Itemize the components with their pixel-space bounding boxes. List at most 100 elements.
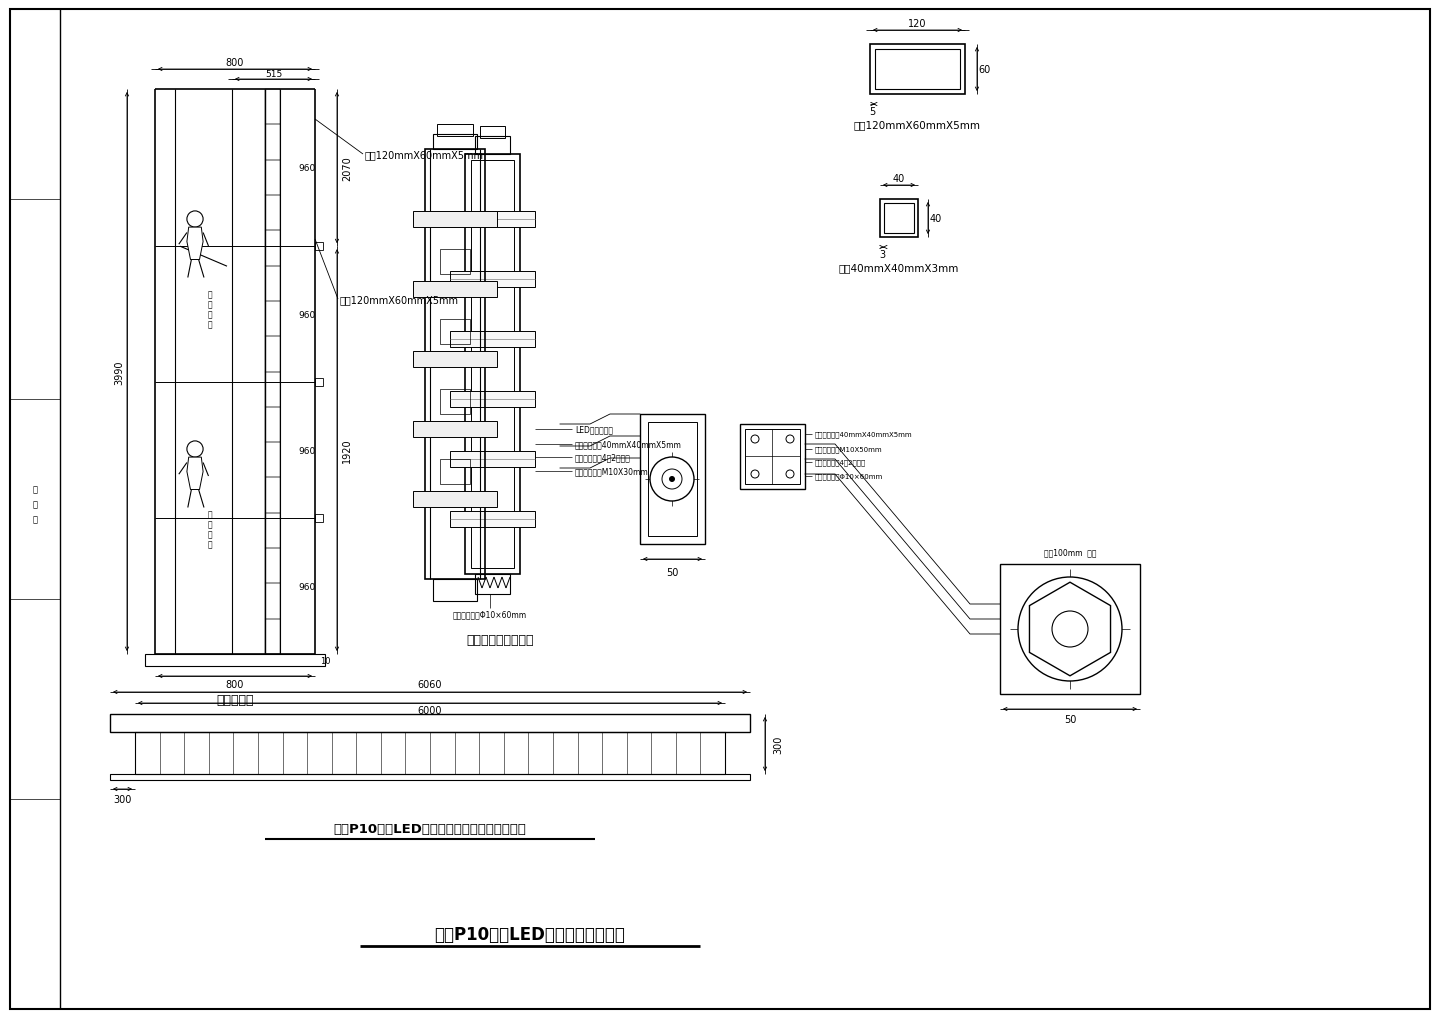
Bar (880, 200, 919, 237)
Text: 箱体育孔螺母Φ10×60mm: 箱体育孔螺母Φ10×60mm (815, 473, 883, 480)
Bar (265, 372, 279, 408)
Bar (451, 391, 536, 408)
Text: 通: 通 (207, 310, 212, 319)
Text: 120: 120 (909, 19, 927, 29)
Bar (413, 422, 497, 437)
Text: 箱体连接螺栓4孔2号螺板: 箱体连接螺栓4孔2号螺板 (815, 460, 867, 466)
Bar (265, 231, 279, 266)
Text: 1920: 1920 (343, 438, 351, 463)
Text: 方通120mmX60mmX5mm: 方通120mmX60mmX5mm (364, 150, 484, 160)
Bar (475, 575, 510, 594)
Bar (740, 425, 805, 489)
Bar (744, 430, 801, 484)
Bar (413, 212, 497, 228)
Text: 器: 器 (33, 500, 37, 510)
Text: 3: 3 (878, 250, 886, 260)
Circle shape (1053, 611, 1089, 647)
Text: 10: 10 (320, 656, 331, 664)
Bar (265, 514, 279, 548)
Text: 仪: 仪 (33, 485, 37, 494)
Text: 框杆连接螺件M10X30mm: 框杆连接螺件M10X30mm (575, 467, 649, 476)
Bar (471, 161, 514, 569)
Text: 方通120mmX60mmX5mm: 方通120mmX60mmX5mm (854, 120, 981, 129)
Polygon shape (187, 458, 203, 490)
Bar (265, 90, 279, 125)
Text: 3990: 3990 (114, 360, 124, 384)
Bar (109, 714, 750, 733)
Bar (451, 451, 536, 468)
Text: 960: 960 (298, 446, 315, 455)
Bar (315, 515, 323, 523)
Bar (639, 415, 706, 544)
Bar (315, 243, 323, 251)
Bar (465, 155, 520, 575)
Text: 50: 50 (1064, 714, 1076, 725)
Bar (884, 204, 914, 233)
Bar (441, 389, 469, 415)
Text: 箱体连接方通40mmX40mmX5mm: 箱体连接方通40mmX40mmX5mm (815, 431, 913, 438)
Polygon shape (187, 228, 203, 260)
Bar (433, 135, 477, 150)
Bar (441, 460, 469, 484)
Text: LED显示屏箱体: LED显示屏箱体 (575, 425, 613, 434)
Bar (265, 408, 279, 442)
Bar (436, 125, 472, 137)
Bar (135, 733, 724, 774)
Text: 50: 50 (665, 568, 678, 578)
Bar (315, 379, 323, 387)
Bar (451, 512, 536, 528)
Bar (451, 331, 536, 347)
Bar (480, 127, 505, 139)
Bar (451, 212, 536, 228)
Bar (265, 442, 279, 478)
Circle shape (649, 458, 694, 501)
Text: 5: 5 (870, 107, 876, 117)
Text: 方通40mmX40mmX3mm: 方通40mmX40mmX3mm (840, 263, 959, 273)
Text: 通: 通 (207, 530, 212, 539)
Text: 6000: 6000 (418, 705, 442, 715)
Text: 方通120mmX60mmX5mm: 方通120mmX60mmX5mm (340, 294, 459, 305)
Bar (265, 478, 279, 514)
Text: 40: 40 (930, 214, 942, 224)
Text: 6060: 6060 (418, 680, 442, 689)
Circle shape (187, 212, 203, 228)
Text: 300: 300 (114, 794, 131, 804)
Bar (109, 774, 750, 781)
Text: 框杆连接螺件M10X50mm: 框杆连接螺件M10X50mm (815, 446, 883, 452)
Text: 维: 维 (207, 290, 212, 300)
Text: 800: 800 (226, 58, 245, 68)
Text: 60: 60 (979, 65, 991, 75)
Bar (999, 565, 1140, 694)
Text: 800: 800 (226, 680, 245, 689)
Bar (441, 320, 469, 344)
Bar (265, 125, 279, 160)
Text: 框杆100mm  垫圈: 框杆100mm 垫圈 (1044, 548, 1096, 557)
Bar (265, 302, 279, 337)
Text: 修: 修 (207, 301, 212, 309)
Bar (648, 423, 697, 536)
Bar (433, 580, 477, 601)
Circle shape (670, 477, 675, 483)
Bar (265, 196, 279, 231)
Bar (265, 584, 279, 620)
Text: 300: 300 (773, 735, 783, 753)
Text: 2070: 2070 (343, 156, 351, 180)
Bar (265, 620, 279, 654)
Text: 箱体连接螺栓4孔2号螺板: 箱体连接螺栓4孔2号螺板 (575, 453, 631, 462)
Bar (451, 272, 536, 287)
Text: 515: 515 (265, 69, 282, 78)
Bar (425, 150, 485, 580)
Text: 修: 修 (207, 520, 212, 529)
Bar (413, 491, 497, 507)
Bar (475, 137, 510, 155)
Text: 户外P10全彩LED显示屏维修通道钢结构俯视图: 户外P10全彩LED显示屏维修通道钢结构俯视图 (334, 822, 527, 836)
Text: 40: 40 (893, 174, 906, 183)
Bar (870, 45, 965, 95)
Bar (441, 250, 469, 275)
Circle shape (187, 441, 203, 458)
Text: 960: 960 (298, 164, 315, 173)
Bar (876, 50, 960, 90)
Text: 箱体育孔螺母Φ10×60mm: 箱体育孔螺母Φ10×60mm (454, 610, 527, 619)
Bar (265, 266, 279, 302)
Text: 960: 960 (298, 582, 315, 591)
